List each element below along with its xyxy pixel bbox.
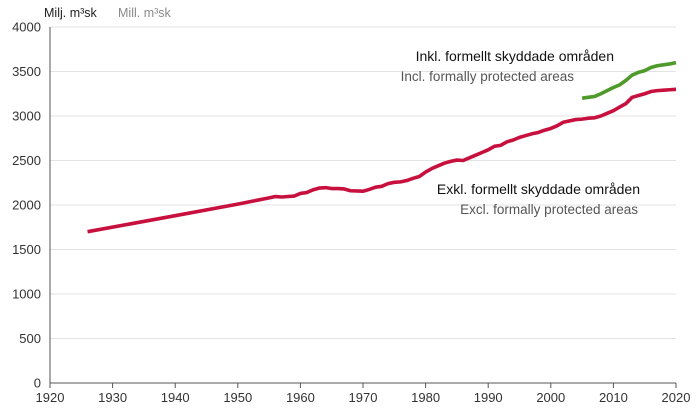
- x-tick-label: 1970: [349, 390, 378, 405]
- x-tick-label: 2000: [536, 390, 565, 405]
- series-line-inkl: [581, 60, 677, 100]
- y-tick-label: 1000: [12, 287, 41, 302]
- axes: [49, 27, 677, 388]
- y-tick-label: 3000: [12, 109, 41, 124]
- series-label-inkl-primary: Inkl. formellt skyddade områden: [416, 48, 614, 64]
- annotation-inkl: Inkl. formellt skyddade områden Incl. fo…: [401, 48, 614, 84]
- gridlines: [50, 26, 676, 339]
- unit-label-secondary: Mill. m³sk: [118, 6, 172, 20]
- y-tick-label: 1500: [12, 242, 41, 257]
- y-tick-label: 3500: [12, 64, 41, 79]
- series-label-exkl-primary: Exkl. formellt skyddade områden: [437, 181, 640, 197]
- x-tick-label: 1990: [474, 390, 503, 405]
- x-tick-label: 2020: [662, 390, 691, 405]
- y-tick-label: 2500: [12, 153, 41, 168]
- x-tick-label: 2010: [599, 390, 628, 405]
- y-tick-label: 500: [19, 331, 41, 346]
- y-tick-label: 0: [34, 376, 41, 391]
- data-series: [87, 60, 677, 234]
- x-tick-label: 1920: [36, 390, 65, 405]
- y-axis-tick-labels: 0 500 1000 1500 2000 2500 3000 3500 4000: [12, 20, 41, 391]
- y-tick-label: 2000: [12, 198, 41, 213]
- series-label-inkl-secondary: Incl. formally protected areas: [401, 69, 575, 84]
- x-axis-tick-labels: 1920 1930 1940 1950 1960 1970 1980 1990 2000 2010…: [36, 390, 691, 405]
- unit-label: Milj. m³sk Mill. m³sk: [44, 6, 172, 20]
- x-tick-label: 1930: [98, 390, 127, 405]
- x-tick-label: 1950: [223, 390, 252, 405]
- x-tick-label: 1960: [286, 390, 315, 405]
- series-label-exkl-secondary: Excl. formally protected areas: [460, 202, 638, 217]
- x-tick-label: 1940: [161, 390, 190, 405]
- series-line-exkl: [87, 87, 677, 234]
- y-tick-label: 4000: [12, 20, 41, 35]
- unit-label-primary: Milj. m³sk: [44, 6, 98, 20]
- x-tick-label: 1980: [411, 390, 440, 405]
- annotation-exkl: Exkl. formellt skyddade områden Excl. fo…: [437, 181, 640, 217]
